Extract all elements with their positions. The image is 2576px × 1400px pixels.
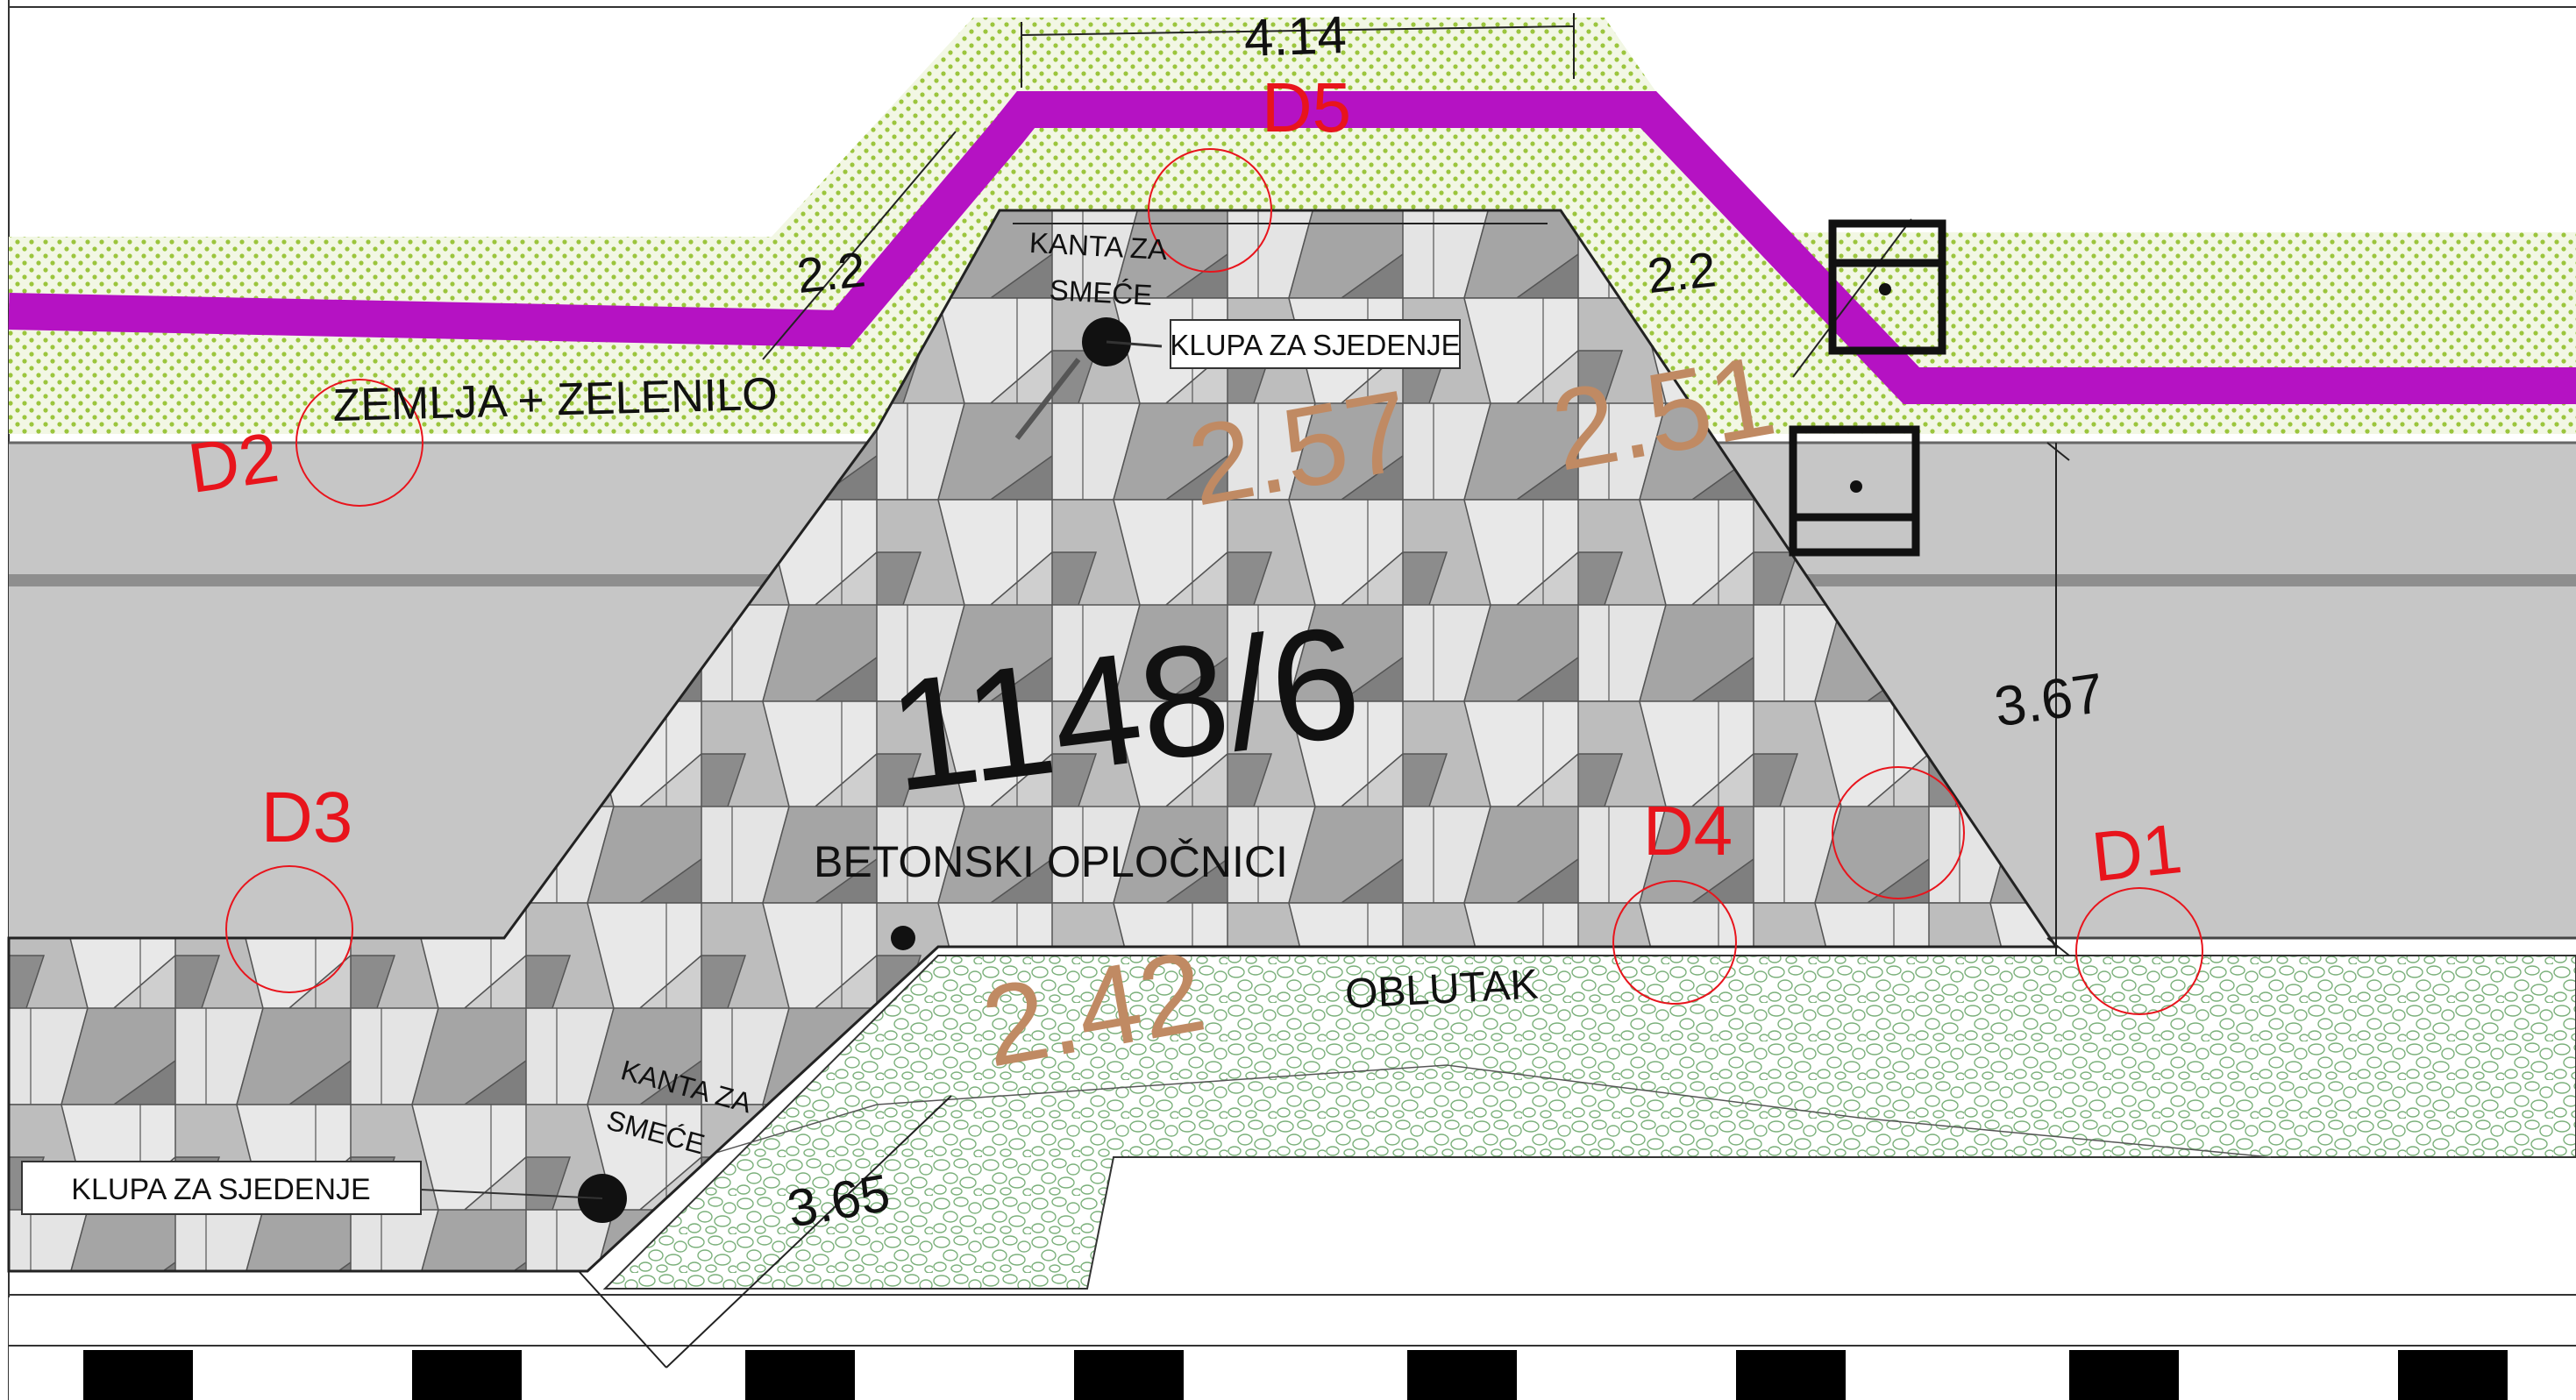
point-marker: [891, 926, 915, 950]
soil-greenery-label: ZEMLJA + ZELENILO: [332, 369, 779, 431]
dimension-top-width: 4.14: [1243, 5, 1348, 68]
detail-marker-d4: D4: [1643, 792, 1733, 870]
trash-bin-icon: [1789, 425, 1920, 557]
pebbles-label: OBLUTAK: [1344, 962, 1540, 1018]
bench-label-top: KLUPA ZA SJEDENJE: [1170, 329, 1460, 361]
trash-label-top-line1: KANTA ZA: [1028, 226, 1168, 266]
concrete-pavers-label: BETONSKI OPLOČNICI: [814, 837, 1288, 886]
border-dash: [412, 1350, 522, 1400]
border-dash: [2069, 1350, 2179, 1400]
trash-label-top-line2: SMEĆE: [1049, 274, 1153, 311]
border-dash: [2398, 1350, 2508, 1400]
detail-circles: [225, 148, 2203, 1015]
detail-marker-d2: D2: [183, 418, 283, 508]
detail-marker-d5: D5: [1262, 68, 1351, 146]
border-dash: [1074, 1350, 1184, 1400]
detail-marker-d3: D3: [261, 778, 353, 857]
bench-icon: [1014, 317, 1163, 440]
bench-icon: [420, 1174, 627, 1223]
border-dash: [1407, 1350, 1517, 1400]
border-dash: [745, 1350, 855, 1400]
dimension-right-slope: 2.2: [1645, 241, 1719, 303]
border-dash: [83, 1350, 193, 1400]
dimension-left-slope: 2.2: [794, 241, 868, 303]
border-dash: [1736, 1350, 1846, 1400]
dimension-lines: [578, 13, 2070, 1368]
pebble-zone: [602, 955, 2576, 1290]
parcel-boundary-line: [8, 91, 2576, 404]
trash-bin-icon: [1828, 219, 1946, 355]
dimension-right-height: 3.67: [1990, 661, 2107, 739]
bench-label-bottom: KLUPA ZA SJEDENJE: [71, 1173, 370, 1206]
detail-marker-d1: D1: [2089, 809, 2186, 896]
